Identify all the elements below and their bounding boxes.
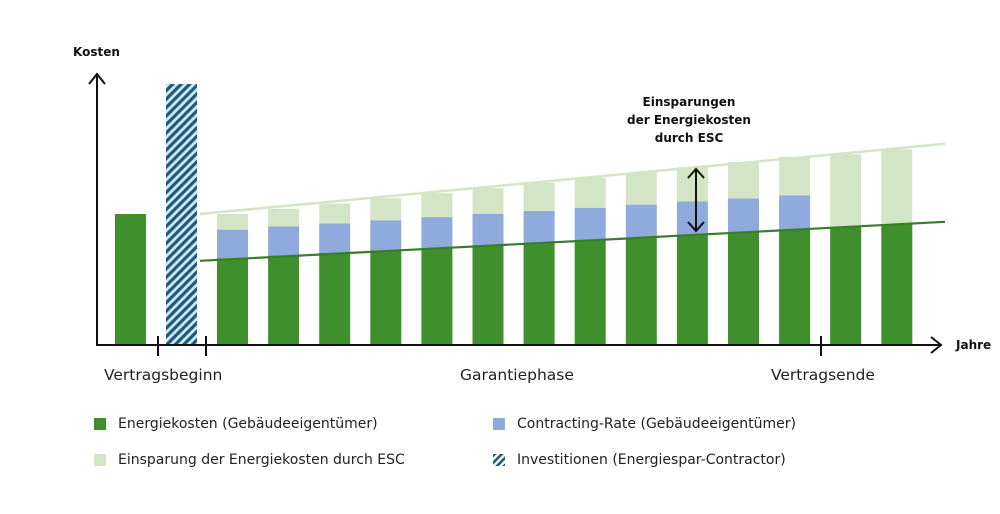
annotation-line-3: durch ESC bbox=[655, 131, 724, 145]
phase-label-contract-start: Vertragsbeginn bbox=[104, 366, 222, 384]
trend-lines bbox=[199, 142, 946, 262]
bars-group bbox=[115, 84, 913, 344]
bar-energy-cost-year-13 bbox=[830, 227, 862, 344]
bar-contracting-rate-year-11 bbox=[728, 198, 759, 233]
double-arrow-up-icon bbox=[687, 167, 705, 179]
bar-energy-cost-year-1 bbox=[217, 258, 248, 344]
axes: Kosten Jahre bbox=[73, 45, 991, 356]
bar-savings-year-13 bbox=[830, 154, 862, 227]
bar-savings-year-7 bbox=[523, 182, 555, 211]
legend-label-contracting: Contracting-Rate (Gebäudeeigentümer) bbox=[517, 416, 796, 432]
bar-contracting-rate-year-1 bbox=[217, 229, 248, 259]
bar-savings-year-4 bbox=[370, 198, 402, 221]
bar-energy-cost-year-5 bbox=[421, 247, 453, 344]
bar-savings-year-14 bbox=[881, 149, 913, 225]
phase-label-contract-end: Vertragsende bbox=[771, 366, 875, 384]
annotation-line-1: Einsparungen bbox=[643, 95, 736, 109]
bar-initial-energy-cost bbox=[115, 214, 146, 344]
bar-savings-year-5 bbox=[421, 193, 453, 218]
bar-energy-cost-year-3 bbox=[319, 253, 351, 344]
reference-cost-line bbox=[199, 142, 946, 216]
bar-contracting-rate-year-7 bbox=[523, 210, 555, 243]
phase-label-guarantee: Garantiephase bbox=[460, 366, 574, 384]
bar-contracting-rate-year-9 bbox=[625, 204, 657, 238]
phase-labels: Vertragsbeginn Garantiephase Vertragsend… bbox=[104, 366, 875, 384]
bar-energy-cost-year-11 bbox=[728, 232, 759, 344]
bar-savings-year-11 bbox=[728, 162, 759, 199]
legend-item-investment: Investitionen (Energiespar-Contractor) bbox=[493, 452, 786, 468]
bar-energy-cost-year-8 bbox=[574, 240, 606, 344]
bar-contracting-rate-year-4 bbox=[370, 220, 402, 251]
y-axis-label: Kosten bbox=[73, 45, 120, 59]
legend-label-savings: Einsparung der Energiekosten durch ESC bbox=[118, 452, 405, 468]
legend-item-energy: Energiekosten (Gebäudeeigentümer) bbox=[94, 416, 378, 432]
bar-energy-cost-year-6 bbox=[472, 245, 504, 344]
bar-energy-cost-year-7 bbox=[523, 242, 555, 344]
legend-label-energy: Energiekosten (Gebäudeeigentümer) bbox=[118, 416, 378, 432]
bar-savings-year-9 bbox=[625, 172, 657, 205]
bar-savings-year-2 bbox=[268, 208, 300, 227]
legend-swatch-savings bbox=[94, 454, 106, 466]
savings-annotation: Einsparungen der Energiekosten durch ESC bbox=[627, 95, 751, 233]
legend-swatch-energy bbox=[94, 418, 106, 430]
bar-contracting-rate-year-6 bbox=[472, 214, 504, 246]
legend-label-investment: Investitionen (Energiespar-Contractor) bbox=[517, 452, 786, 468]
bar-investment bbox=[166, 84, 197, 344]
bar-energy-cost-year-14 bbox=[881, 224, 913, 344]
bar-savings-year-3 bbox=[319, 203, 351, 224]
legend-item-contracting: Contracting-Rate (Gebäudeeigentümer) bbox=[493, 416, 796, 432]
y-axis-arrow-icon bbox=[88, 72, 106, 85]
bar-contracting-rate-year-12 bbox=[779, 195, 811, 230]
annotation-line-2: der Energiekosten bbox=[627, 113, 751, 127]
legend-swatch-investment bbox=[493, 454, 505, 466]
bar-energy-cost-year-10 bbox=[676, 234, 708, 344]
bar-contracting-rate-year-2 bbox=[268, 226, 300, 256]
bar-savings-year-1 bbox=[217, 214, 248, 230]
energy-cost-trend-line bbox=[199, 220, 946, 262]
bar-contracting-rate-year-10 bbox=[676, 201, 708, 235]
legend-item-savings: Einsparung der Energiekosten durch ESC bbox=[94, 452, 405, 468]
bar-contracting-rate-year-5 bbox=[421, 217, 453, 248]
bar-savings-year-8 bbox=[574, 177, 606, 208]
bar-contracting-rate-year-3 bbox=[319, 223, 351, 253]
bar-savings-year-6 bbox=[472, 188, 504, 214]
x-axis-label: Jahre bbox=[955, 338, 991, 352]
legend-swatch-contracting bbox=[493, 418, 505, 430]
double-arrow-down-icon bbox=[687, 221, 705, 233]
bar-savings-year-12 bbox=[779, 156, 811, 196]
bar-energy-cost-year-4 bbox=[370, 250, 402, 344]
bar-energy-cost-year-2 bbox=[268, 255, 300, 344]
bar-contracting-rate-year-8 bbox=[574, 207, 606, 240]
x-axis-arrow-icon bbox=[930, 336, 943, 354]
bar-energy-cost-year-12 bbox=[779, 229, 811, 344]
bar-energy-cost-year-9 bbox=[625, 237, 657, 344]
